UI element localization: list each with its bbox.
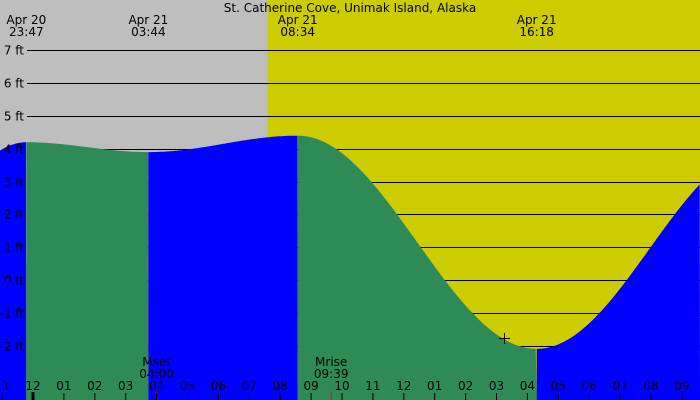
- extreme-time: 08:34: [280, 25, 315, 39]
- hour-label: 08: [643, 379, 658, 393]
- moon-event-time: 09:39: [314, 367, 349, 381]
- falling-tide-segment: [26, 142, 149, 400]
- y-tick-label: -2 ft: [0, 340, 24, 354]
- hour-label: 01: [427, 379, 442, 393]
- extreme-date: Apr 21: [278, 13, 318, 27]
- hour-label: 12: [25, 379, 40, 393]
- y-tick-label: 2 ft: [4, 208, 24, 222]
- extreme-time: 23:47: [9, 25, 44, 39]
- moon-event-label: Mset: [142, 355, 171, 369]
- y-tick-label: 5 ft: [4, 110, 24, 124]
- hour-label: 03: [489, 379, 504, 393]
- hour-label: 06: [211, 379, 226, 393]
- hour-label: 04: [149, 379, 164, 393]
- rising-tide-segment: [148, 135, 298, 400]
- hour-label: 06: [582, 379, 597, 393]
- hour-label: 07: [612, 379, 627, 393]
- hour-label: 11: [0, 379, 10, 393]
- hour-label: 02: [87, 379, 102, 393]
- y-tick-label: 1 ft: [4, 241, 24, 255]
- rising-tide-segment: [0, 142, 27, 400]
- cursor-crosshair-icon: [499, 333, 510, 344]
- y-axis-labels: 7 ft 6 ft 5 ft 4 ft 3 ft 2 ft 1 ft 0 ft -1 ft -2 …: [0, 44, 24, 354]
- hour-label: 11: [365, 379, 380, 393]
- extreme-date: Apr 20: [6, 13, 46, 27]
- hour-label: 03: [118, 379, 133, 393]
- extreme-date: Apr 21: [517, 13, 557, 27]
- falling-tide-segment: [297, 135, 537, 400]
- y-tick-label: 0 ft: [4, 274, 24, 288]
- y-tick-label: 4 ft: [4, 143, 24, 157]
- hour-label: 09: [674, 379, 689, 393]
- moon-event-time: 04:00: [139, 367, 174, 381]
- hour-label: 10: [334, 379, 349, 393]
- rising-tide-segment: [536, 184, 700, 400]
- chart-title: St. Catherine Cove, Unimak Island, Alask…: [224, 1, 476, 15]
- hour-label: 02: [458, 379, 473, 393]
- y-tick-label: 6 ft: [4, 77, 24, 91]
- hour-label: 07: [242, 379, 257, 393]
- extreme-time: 03:44: [131, 25, 166, 39]
- extreme-date: Apr 21: [128, 13, 168, 27]
- hour-label: 05: [551, 379, 566, 393]
- hour-label: 04: [520, 379, 535, 393]
- y-tick-label: 7 ft: [4, 44, 24, 58]
- extreme-time: 16:18: [519, 25, 554, 39]
- hour-label: 09: [303, 379, 318, 393]
- hour-label: 01: [56, 379, 71, 393]
- tide-area: [0, 135, 700, 400]
- hour-label: 08: [273, 379, 288, 393]
- moon-event-label: Mrise: [315, 355, 347, 369]
- hour-label: 12: [396, 379, 411, 393]
- x-axis: 11 12 01 02 03 04 05 06 07 08 09 10 11 12 01 02 03 04 05 06…: [0, 379, 690, 400]
- y-tick-label: 3 ft: [4, 176, 24, 190]
- y-tick-label: -1 ft: [0, 307, 24, 321]
- hour-label: 05: [180, 379, 195, 393]
